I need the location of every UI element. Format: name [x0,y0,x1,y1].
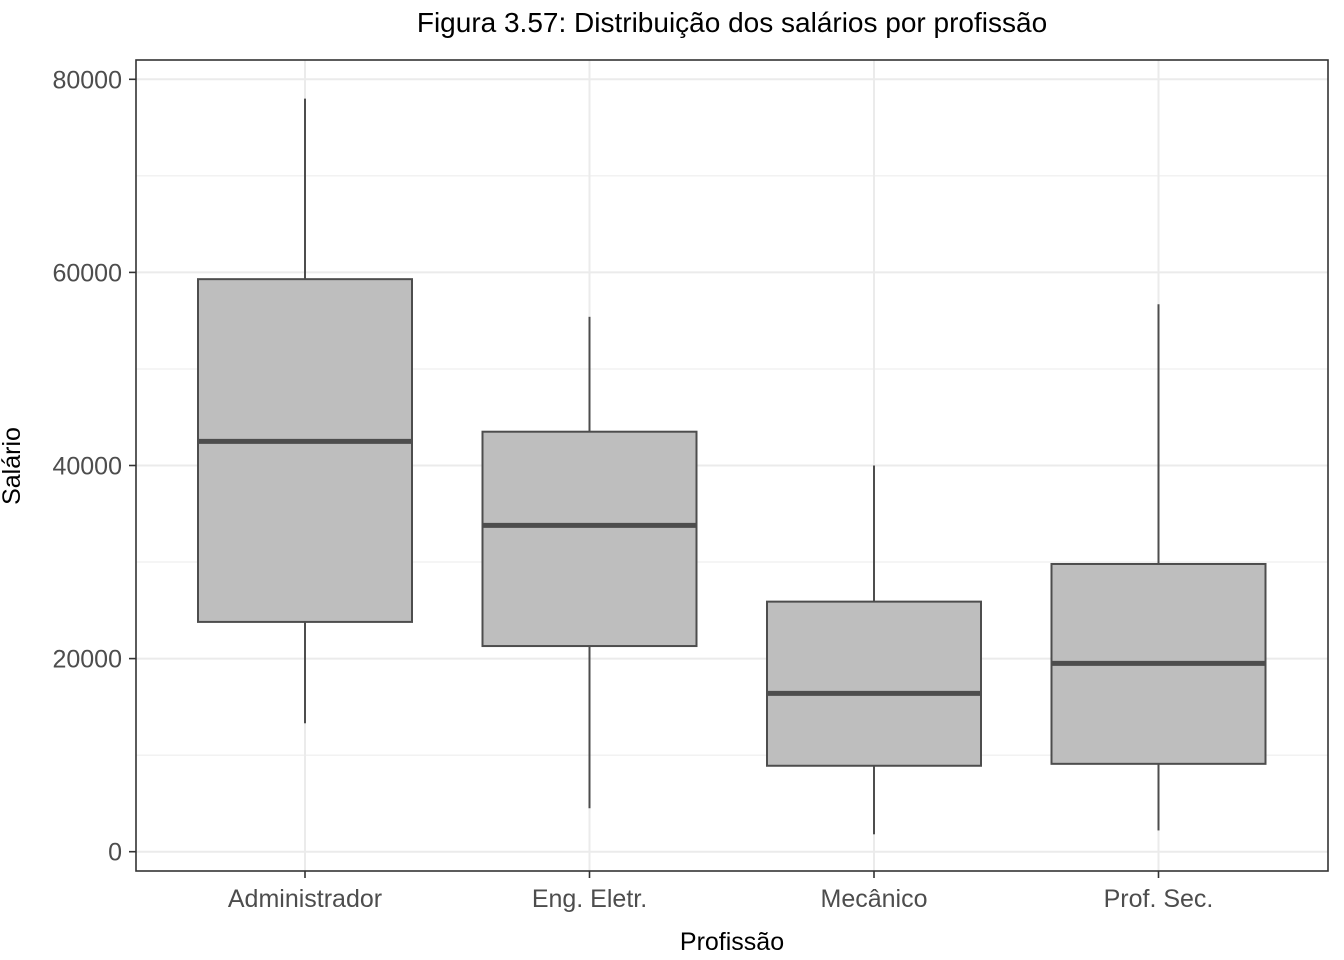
box-3 [766,465,982,835]
y-tick-label: 0 [108,839,122,867]
box-4 [1050,304,1267,831]
iqr-box [481,430,698,648]
x-tick-label: Mecânico [821,885,928,913]
y-axis-title: Salário [0,427,26,505]
chart-title: Figura 3.57: Distribuição dos salários p… [417,7,1047,38]
iqr-box [766,600,982,767]
y-tick-label: 60000 [52,259,122,287]
x-tick-label: Prof. Sec. [1104,885,1214,913]
box-1 [197,98,413,724]
boxes [197,98,1267,835]
y-tick-label: 20000 [52,646,122,674]
iqr-box [197,278,413,623]
x-tick-label: Eng. Eletr. [532,885,647,913]
x-tick-label: Administrador [228,885,382,913]
x-axis-ticks: Administrador Eng. Eletr. Mecânico Prof. Se… [228,871,1214,913]
y-tick-label: 80000 [52,66,122,94]
x-axis-title: Profissão [680,928,784,956]
y-axis-ticks: 0 20000 40000 60000 80000 [52,66,136,867]
y-tick-label: 40000 [52,453,122,481]
box-2 [481,316,698,809]
